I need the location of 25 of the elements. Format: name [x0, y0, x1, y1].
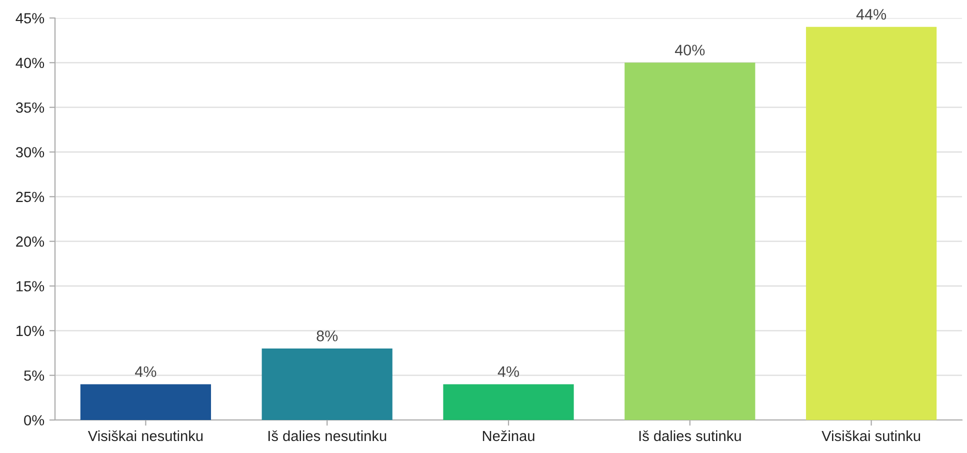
y-tick-label: 25%	[16, 192, 44, 202]
y-tick-label: 5%	[24, 370, 44, 381]
data-label: 4%	[135, 366, 156, 378]
y-tick-label: 15%	[16, 281, 44, 292]
y-tick-label: 35%	[16, 102, 44, 113]
data-label: 8%	[316, 330, 338, 342]
x-tick-label: Iš dalies sutinku	[639, 430, 741, 442]
data-label: 40%	[674, 44, 705, 56]
y-tick-label: 45%	[16, 13, 44, 24]
y-tick-label: 40%	[16, 58, 44, 68]
bar	[806, 26, 937, 420]
x-tick-label: Visiškai sutinku	[822, 430, 920, 442]
x-tick-label: Visiškai nesutinku	[88, 430, 203, 442]
y-tick-label: 0%	[24, 415, 44, 426]
bar	[262, 348, 392, 420]
y-tick-label: 10%	[16, 326, 44, 336]
y-tick-label: 30%	[16, 147, 44, 158]
data-label: 44%	[856, 8, 886, 20]
x-tick-label: Iš dalies nesutinku	[268, 430, 386, 442]
data-label: 4%	[498, 366, 519, 378]
bar	[443, 384, 574, 420]
bar	[80, 384, 212, 420]
x-tick-label: Nežinau	[482, 430, 534, 442]
y-tick-label: 20%	[16, 236, 44, 247]
bar	[624, 62, 756, 420]
